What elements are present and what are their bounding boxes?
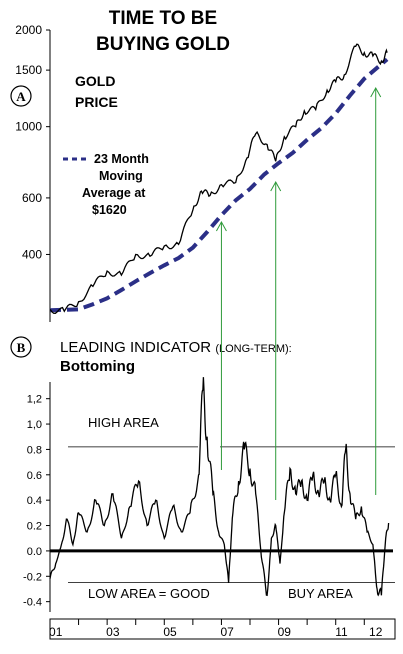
- y-tick-label-b: -0.4: [23, 597, 42, 609]
- x-axis-box: [49, 618, 396, 640]
- legend: 23 Month Moving Average at $1620: [63, 152, 149, 217]
- indicator-title: LEADING INDICATOR (LONG-TERM):: [60, 339, 292, 356]
- signal-arrow-head: [370, 86, 382, 98]
- legend-line-3: Average at: [82, 186, 146, 200]
- y-tick-label-a: 400: [22, 247, 42, 261]
- y-tick-label-b: 0.6: [27, 470, 42, 482]
- series-moving-average: [49, 57, 389, 313]
- x-tick-label: 01: [49, 625, 63, 639]
- high-area-label: HIGH AREA: [88, 415, 159, 430]
- y-tick-label-a: 1000: [15, 120, 42, 134]
- y-tick-label-a: 1500: [15, 63, 42, 77]
- indicator-title-main: LEADING INDICATOR: [60, 339, 211, 356]
- panel-b-badge-label: B: [17, 340, 26, 355]
- y-tick-label-b: 0.2: [27, 521, 42, 533]
- y-tick-label-b: 0.8: [27, 444, 42, 456]
- legend-line-2: Moving: [99, 169, 143, 183]
- y-tick-label-b: 0.4: [27, 495, 42, 507]
- low-area-label: LOW AREA = GOOD: [88, 586, 210, 601]
- y-tick-label-b: 0.0: [27, 546, 42, 558]
- buy-area-label: BUY AREA: [288, 586, 353, 601]
- x-tick-label: 11: [335, 625, 348, 639]
- y-tick-label-b: 1,0: [27, 419, 42, 431]
- chart-title: TIME TO BE: [109, 8, 217, 29]
- series-leading-indicator: [49, 377, 390, 597]
- panel-a-badge: A: [10, 85, 32, 107]
- y-tick-label-b: -0.2: [23, 571, 42, 583]
- x-tick-label: 05: [163, 625, 177, 639]
- panel-a-badge-label: A: [16, 89, 26, 104]
- y-tick-label-b: 1,2: [27, 394, 42, 406]
- y-tick-label-a: 600: [22, 191, 42, 205]
- gold-label-line-1: GOLD: [75, 73, 115, 89]
- legend-line-4: $1620: [92, 203, 127, 217]
- panel-b-badge: B: [10, 336, 32, 358]
- y-tick-label-a: 2000: [15, 23, 42, 37]
- x-tick-label: 07: [220, 625, 234, 639]
- indicator-subtitle: Bottoming: [60, 358, 135, 375]
- gold-label-line-2: PRICE: [75, 94, 118, 110]
- chart-subtitle: BUYING GOLD: [96, 34, 230, 55]
- legend-line-1: 23 Month: [94, 152, 149, 166]
- x-tick-label: 09: [278, 625, 292, 639]
- signal-arrow-head: [270, 180, 282, 192]
- x-tick-label: 03: [106, 625, 120, 639]
- series-gold-price: [49, 43, 388, 314]
- indicator-title-suffix: (LONG-TERM):: [215, 343, 291, 355]
- signal-arrow-head: [215, 220, 227, 232]
- x-tick-label: 12: [369, 625, 383, 639]
